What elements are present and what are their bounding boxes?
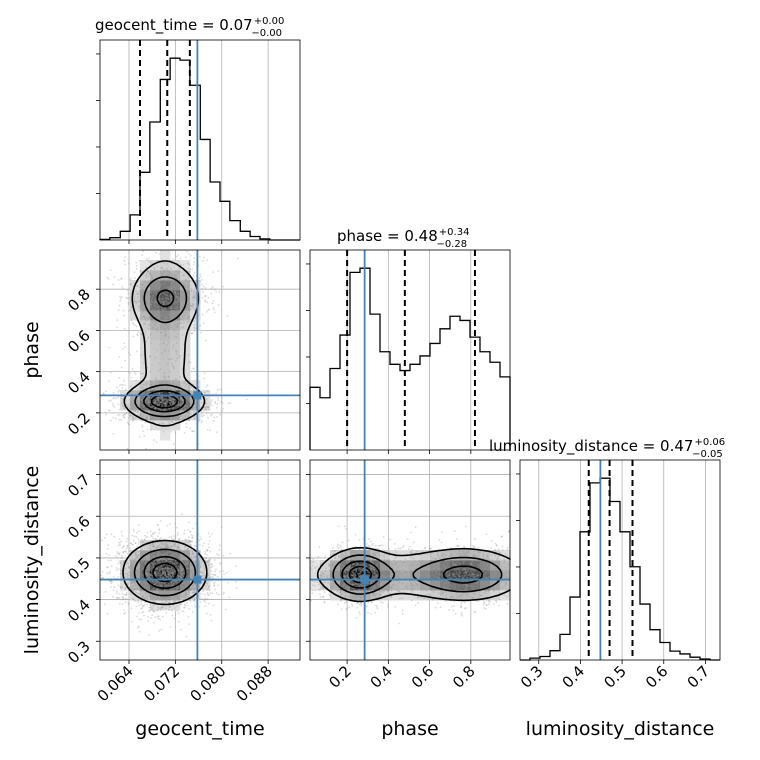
truth-marker-phase-luminosity_distance xyxy=(359,574,370,585)
ylabel-luminosity-distance: luminosity_distance xyxy=(21,466,43,655)
scatter-phase-luminosity_distance xyxy=(310,525,510,625)
xtick-label-luminosity_distance-0.5: 0.5 xyxy=(600,662,630,692)
grid-0-0 xyxy=(128,40,269,240)
panel-frame-2-2 xyxy=(519,459,721,661)
ytick-label-phase-0.4: 0.4 xyxy=(64,368,94,398)
xtick-label-luminosity_distance-0.4: 0.4 xyxy=(559,662,589,692)
xlabel-luminosity-distance: luminosity_distance xyxy=(526,718,715,740)
panel-frame-1-1 xyxy=(309,249,511,451)
ytick-label-phase-0.2: 0.2 xyxy=(64,409,94,439)
panel-frame-1-0 xyxy=(99,249,301,451)
xtick-label-geocent_time-0.088: 0.088 xyxy=(233,662,276,705)
histogram-phase xyxy=(309,267,511,450)
xlabel-phase: phase xyxy=(381,718,438,740)
panel-frame-2-1 xyxy=(309,459,511,661)
contours-phase-luminosity_distance xyxy=(316,547,511,603)
ytick-label-luminosity_distance-0.5: 0.5 xyxy=(64,554,94,584)
xtick-label-luminosity_distance-0.7: 0.7 xyxy=(684,662,714,692)
truth-marker-geocent_time-luminosity_distance xyxy=(193,575,202,584)
histogram-geocent_time xyxy=(99,57,300,241)
xtick-label-geocent_time-0.064: 0.064 xyxy=(94,662,137,705)
ytick-label-luminosity_distance-0.3: 0.3 xyxy=(64,637,94,667)
xtick-label-phase-0.4: 0.4 xyxy=(367,662,397,692)
panel-frame-0-0 xyxy=(99,39,301,241)
xtick-label-luminosity_distance-0.3: 0.3 xyxy=(517,662,547,692)
ytick-label-luminosity_distance-0.6: 0.6 xyxy=(64,512,94,542)
contours-geocent_time-phase xyxy=(123,260,206,427)
grid-2-2 xyxy=(538,460,706,660)
truth-geocent_time-luminosity_distance xyxy=(100,460,300,660)
ytick-label-luminosity_distance-0.4: 0.4 xyxy=(64,596,94,626)
xtick-label-geocent_time-0.072: 0.072 xyxy=(140,662,183,705)
density-phase-luminosity_distance xyxy=(310,550,511,601)
truth-marker-geocent_time-phase xyxy=(193,391,202,400)
ytick-label-luminosity_distance-0.7: 0.7 xyxy=(64,471,94,501)
xtick-label-phase-0.8: 0.8 xyxy=(449,662,479,692)
ytick-label-phase-0.8: 0.8 xyxy=(64,285,94,315)
contours-geocent_time-luminosity_distance xyxy=(122,539,208,606)
truth-phase-luminosity_distance xyxy=(310,460,510,660)
xlabel-geocent-time: geocent_time xyxy=(135,718,264,740)
grid-1-1 xyxy=(346,250,472,450)
ytick-label-phase-0.6: 0.6 xyxy=(64,327,94,357)
panel-frame-2-0 xyxy=(99,459,301,661)
ylabel-phase: phase xyxy=(21,321,43,378)
xtick-label-phase-0.6: 0.6 xyxy=(408,662,438,692)
xtick-label-luminosity_distance-0.6: 0.6 xyxy=(642,662,672,692)
xtick-label-phase-0.2: 0.2 xyxy=(325,662,355,692)
xtick-label-geocent_time-0.080: 0.080 xyxy=(186,662,229,705)
truth-geocent_time-phase xyxy=(100,250,300,450)
title-luminosity-distance: luminosity_distance = 0.47+0.06 −0.05 xyxy=(489,437,725,460)
title-geocent-time: geocent_time = 0.07+0.00 −0.00 xyxy=(95,16,284,39)
histogram-luminosity_distance xyxy=(520,477,720,661)
title-phase: phase = 0.48+0.34 −0.28 xyxy=(337,227,469,250)
scatter-geocent_time-luminosity_distance xyxy=(100,513,238,638)
